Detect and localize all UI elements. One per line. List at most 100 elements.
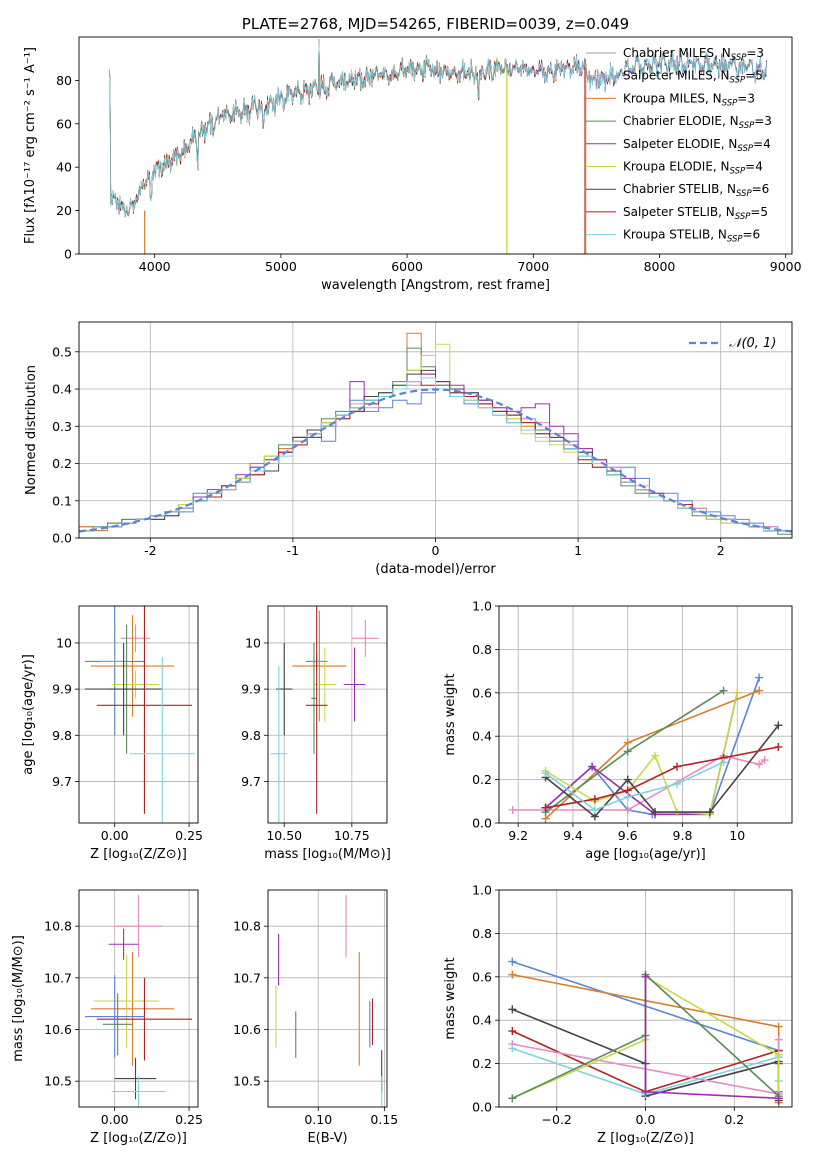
y-tick-label: 0.8 — [472, 642, 492, 657]
x-axis-label: Z [log₁₀(Z/Z⊙)] — [90, 847, 187, 862]
y-tick-label: 0.2 — [472, 1056, 492, 1071]
y-tick-label: 9.9 — [52, 682, 72, 697]
weight-series-line — [512, 754, 766, 811]
weight-point-marker — [641, 972, 650, 981]
x-axis-label: (data-model)/error — [375, 562, 496, 577]
weight-point-marker — [541, 769, 550, 778]
weight_vs_age-plot — [508, 673, 783, 823]
legend-sub: SSP — [730, 76, 746, 86]
y-axis-label: age [log₁₀(age/yr)] — [21, 654, 36, 775]
y-tick-label: 9.9 — [241, 682, 261, 697]
legend-eq: =6 — [752, 182, 770, 196]
x-axis-label: Z [log₁₀(Z/Z⊙)] — [90, 1131, 187, 1146]
y-tick-label: 0.5 — [52, 344, 72, 359]
x-tick-label: 1 — [574, 543, 582, 558]
weight-point-marker — [623, 747, 632, 756]
weight-point-marker — [508, 805, 517, 814]
mass_vs_ebv-axes: 0.10 0.15 10.5 10.6 10.7 10.8 E(B-V) — [233, 889, 398, 1146]
y-axis-label: mass [log₁₀(M/M⊙)] — [11, 935, 26, 1062]
weight-point-marker — [774, 1094, 783, 1103]
y-axis-label: mass weight — [443, 957, 458, 1039]
weight-point-marker — [508, 1005, 517, 1014]
residuals-axes: -2 -1 0 1 2 0.0 0.1 0.2 0.3 0.4 0.5 𝒩(0, 1) (data-mo… — [24, 321, 793, 577]
spectrum-series-line — [108, 39, 767, 218]
legend-label: Salpeter STELIB, N — [623, 205, 735, 219]
weight-point-marker — [774, 1050, 783, 1059]
x-tick-label: −0.2 — [542, 1112, 572, 1127]
x-tick-label: 9.2 — [508, 828, 528, 843]
legend-eq: =5 — [750, 205, 768, 219]
y-tick-label: 0 — [64, 247, 72, 262]
x-tick-label: -2 — [144, 543, 156, 558]
x-tick-label: 5000 — [265, 259, 297, 274]
y-tick-label: 10.7 — [44, 970, 72, 985]
gaussian-curve — [79, 388, 792, 533]
weight-point-marker — [719, 686, 728, 695]
y-tick-label: 0.2 — [472, 772, 492, 787]
x-tick-label: 8000 — [644, 259, 676, 274]
weight_vs_z-plot — [508, 957, 783, 1107]
y-tick-label: 20 — [56, 203, 72, 218]
weight-point-marker — [774, 743, 783, 752]
chart-title: PLATE=2768, MJD=54265, FIBERID=0039, z=0… — [242, 15, 629, 33]
weight-point-marker — [760, 756, 769, 765]
y-tick-label: 0.6 — [472, 969, 492, 984]
legend-label: Kroupa MILES, N — [623, 91, 722, 105]
axes-frame — [498, 605, 793, 824]
age_vs_z-plot — [84, 606, 196, 823]
legend-sub: SSP — [722, 98, 738, 108]
y-tick-label: 0.8 — [472, 926, 492, 941]
weight-point-marker — [705, 808, 714, 817]
legend-label: Kroupa STELIB, N — [623, 228, 727, 242]
y-axis-label: mass weight — [443, 673, 458, 755]
x-tick-label: 0.2 — [724, 1112, 744, 1127]
legend-sub: SSP — [727, 235, 743, 245]
x-tick-label: 9.4 — [563, 828, 583, 843]
y-tick-label: 10.8 — [233, 919, 261, 934]
legend-eq: =3 — [737, 91, 755, 105]
x-tick-label: 2 — [717, 543, 725, 558]
y-tick-label: 0.3 — [52, 419, 72, 434]
legend-eq: =4 — [745, 160, 763, 174]
legend-entry: Kroupa ELODIE, NSSP=4 — [623, 160, 763, 177]
x-tick-label: 10.50 — [266, 828, 302, 843]
weight-point-marker — [623, 775, 632, 784]
x-tick-label: 0 — [432, 543, 440, 558]
x-tick-label: 0.10 — [304, 1112, 332, 1127]
weight-point-marker — [755, 673, 764, 682]
legend-sub: SSP — [739, 121, 755, 131]
weight-point-marker — [651, 751, 660, 760]
y-tick-label: 0.0 — [472, 1100, 492, 1115]
legend-label: Salpeter MILES, N — [623, 69, 730, 83]
weight-point-marker — [623, 792, 632, 801]
x-axis-label: E(B-V) — [307, 1131, 347, 1146]
x-tick-label: 0.00 — [101, 828, 129, 843]
weight-point-marker — [755, 760, 764, 769]
y-tick-label: 10.5 — [233, 1074, 261, 1089]
y-tick-label: 9.7 — [241, 774, 261, 789]
weight-point-marker — [588, 762, 597, 771]
y-tick-label: 9.7 — [52, 774, 72, 789]
y-tick-label: 60 — [56, 116, 72, 131]
weight-point-marker — [508, 957, 517, 966]
weight-point-marker — [508, 970, 517, 979]
weight-series-line — [545, 677, 760, 816]
x-tick-label: 7000 — [517, 259, 549, 274]
legend-eq: =3 — [754, 114, 772, 128]
weight-point-marker — [774, 1022, 783, 1031]
x-tick-label: 9.6 — [618, 828, 638, 843]
x-tick-label: 4000 — [139, 259, 171, 274]
y-tick-label: 0.4 — [472, 1013, 492, 1028]
spectrum-axes: 4000 5000 6000 7000 8000 9000 0 20 40 60 80 PLATE=2… — [23, 15, 802, 293]
y-tick-label: 10 — [56, 635, 72, 650]
x-tick-label: 0.0 — [636, 1112, 656, 1127]
weight_vs_age-axes: 9.2 9.4 9.6 9.8 10 0.0 0.2 0.4 0.6 0.8 1.0 age [log… — [443, 599, 793, 862]
weight-point-marker — [508, 1027, 517, 1036]
y-tick-label: 10.5 — [44, 1074, 72, 1089]
residuals-legend: 𝒩(0, 1) — [689, 336, 776, 351]
y-tick-label: 0.0 — [52, 531, 72, 546]
legend-sub: SSP — [735, 212, 751, 222]
y-tick-label: 0.0 — [472, 816, 492, 831]
